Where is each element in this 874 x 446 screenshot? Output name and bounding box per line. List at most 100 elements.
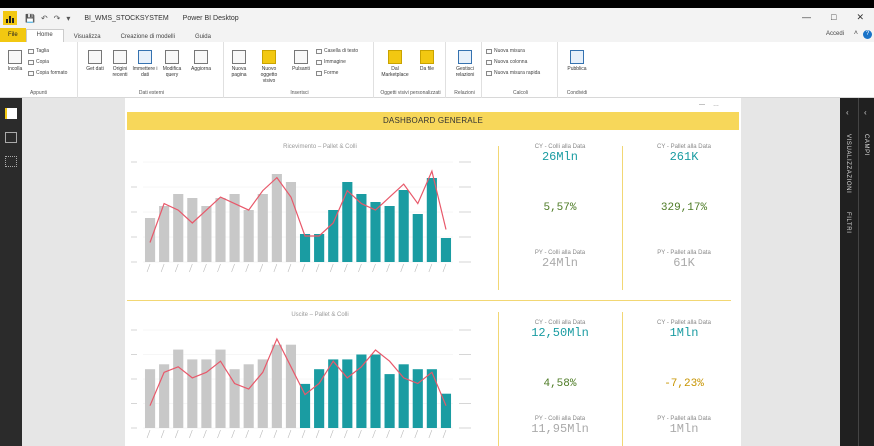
- bar-15: [356, 194, 367, 262]
- sign-in-link[interactable]: Accedi: [825, 31, 844, 37]
- tab-file[interactable]: File: [0, 28, 26, 42]
- new-page-button[interactable]: Nuova pagina: [226, 50, 252, 78]
- bar-5: [215, 349, 226, 428]
- model-view-icon[interactable]: [5, 156, 17, 167]
- new-column-button[interactable]: Nuova colonna: [486, 59, 527, 65]
- new-measure-button[interactable]: Nuova misura: [486, 48, 525, 54]
- tab-modeling[interactable]: Creazione di modelli: [120, 34, 175, 40]
- fields-panel[interactable]: ‹ CAMPI: [858, 98, 874, 446]
- bar-5: [215, 198, 226, 262]
- expand-panel-chevron-icon[interactable]: ‹: [846, 108, 849, 117]
- tab-visualizza[interactable]: Visualizza: [73, 34, 101, 40]
- quick-measure-button[interactable]: Nuova misura rapida: [486, 70, 540, 76]
- x-tick-1: [160, 263, 165, 273]
- x-tick-16: [372, 429, 376, 439]
- edit-query-icon: [165, 50, 179, 64]
- bar-21: [440, 393, 452, 428]
- kpi-pct-pallet-1: 329,17%: [660, 202, 708, 214]
- bar-11: [299, 383, 311, 428]
- paste-button[interactable]: Incolla: [2, 50, 28, 72]
- new-visual-button[interactable]: Nuovo oggetto visivo: [256, 50, 282, 84]
- bar-16: [370, 354, 381, 428]
- column-icon: [486, 59, 492, 65]
- undo-icon[interactable]: ↶: [40, 13, 48, 23]
- text-box-button[interactable]: Casella di testo: [316, 48, 358, 54]
- kpi-pct-colli-1: 5,57%: [543, 202, 577, 214]
- x-tick-21: [442, 263, 447, 273]
- x-tick-20: [428, 263, 433, 273]
- get-data-button[interactable]: Get dati: [82, 50, 108, 72]
- minimize-icon[interactable]: —: [802, 12, 812, 22]
- x-tick-8: [259, 263, 264, 273]
- x-tick-5: [217, 429, 221, 439]
- x-tick-19: [414, 263, 419, 273]
- app-name: Power BI Desktop: [182, 14, 239, 22]
- data-view-icon[interactable]: [5, 132, 17, 143]
- cut-button[interactable]: Taglia: [28, 48, 49, 54]
- enter-data-button[interactable]: Immettere i dati: [132, 50, 158, 78]
- tab-guida[interactable]: Guida: [194, 34, 211, 40]
- copy-button[interactable]: Copia: [28, 59, 49, 65]
- bar-18: [398, 190, 409, 262]
- bar-18: [398, 364, 409, 428]
- bar-4: [201, 206, 212, 262]
- publish-button[interactable]: Pubblica: [564, 50, 590, 72]
- bar-0: [144, 369, 156, 428]
- edit-queries-button[interactable]: Modifica query: [159, 50, 185, 78]
- x-tick-13: [329, 263, 334, 273]
- bar-3: [187, 198, 198, 262]
- from-marketplace-button[interactable]: Dal Marketplace: [381, 50, 409, 78]
- bar-7: [243, 210, 254, 262]
- x-tick-13: [329, 429, 334, 439]
- redo-icon[interactable]: ↷: [53, 13, 61, 23]
- x-tick-15: [358, 263, 362, 273]
- group-condividi: Pubblica Condividi: [560, 42, 594, 98]
- tab-home[interactable]: Home: [25, 29, 64, 42]
- bar-2: [173, 349, 184, 428]
- group-oggetti-visivi: Dal Marketplace Da file Oggetti visivi p…: [376, 42, 446, 98]
- manage-relationships-button[interactable]: Gestisci relazioni: [452, 50, 478, 78]
- expand-fields-chevron-icon[interactable]: ‹: [864, 108, 867, 117]
- visualizations-tab[interactable]: VISUALIZZAZIONI: [845, 134, 851, 194]
- group-appunti: Incolla Taglia Copia Copia formato Appun…: [0, 42, 78, 98]
- maximize-icon[interactable]: □: [831, 12, 837, 22]
- folder-icon: [420, 50, 434, 64]
- format-painter-button[interactable]: Copia formato: [28, 70, 67, 76]
- recent-sources-icon: [113, 50, 127, 64]
- report-view-icon[interactable]: [5, 108, 17, 119]
- x-tick-6: [231, 429, 235, 439]
- bar-10: [285, 344, 297, 428]
- more-options-icon[interactable]: …: [713, 102, 719, 108]
- focus-mode-icon[interactable]: —: [699, 102, 705, 108]
- x-tick-0: [146, 263, 151, 273]
- from-file-button[interactable]: Da file: [414, 50, 440, 72]
- kpi-pct-colli-2: 4,58%: [543, 378, 577, 390]
- kpi-py-pallet-2: PY - Pallet alla Data 1Mln: [657, 416, 711, 436]
- refresh-button[interactable]: Aggiorna: [188, 50, 214, 72]
- collapse-ribbon-icon[interactable]: ˄: [853, 30, 858, 37]
- bar-8: [257, 359, 268, 428]
- filters-tab[interactable]: FILTRI: [845, 212, 851, 234]
- recent-sources-button[interactable]: Origini recenti: [107, 50, 133, 78]
- chart-ricevimento[interactable]: [129, 154, 481, 280]
- kpi-cy-colli-1: CY - Colli alla Data 26Mln: [534, 144, 586, 164]
- x-tick-9: [273, 263, 278, 273]
- kpi-divider-4: [622, 312, 623, 446]
- close-icon[interactable]: ✕: [856, 12, 864, 22]
- shapes-button[interactable]: Forme: [316, 70, 338, 76]
- quick-access-dropdown-icon[interactable]: ▾: [66, 13, 71, 23]
- quick-measure-icon: [486, 70, 492, 76]
- buttons-button[interactable]: Pulsanti: [288, 50, 314, 72]
- save-icon[interactable]: 💾: [25, 13, 35, 23]
- group-inserisci: Nuova pagina Nuovo oggetto visivo Pulsan…: [226, 42, 374, 98]
- chart-uscite[interactable]: [129, 322, 481, 446]
- x-tick-14: [344, 263, 348, 273]
- help-icon[interactable]: ?: [863, 30, 872, 39]
- image-button[interactable]: Immagine: [316, 59, 346, 65]
- fields-tab[interactable]: CAMPI: [863, 134, 869, 157]
- bar-11: [299, 234, 311, 262]
- x-tick-6: [231, 263, 235, 273]
- visualizations-filters-panel[interactable]: ‹ VISUALIZZAZIONI FILTRI: [840, 98, 858, 446]
- calculator-icon: [486, 48, 492, 54]
- bar-3: [187, 359, 198, 428]
